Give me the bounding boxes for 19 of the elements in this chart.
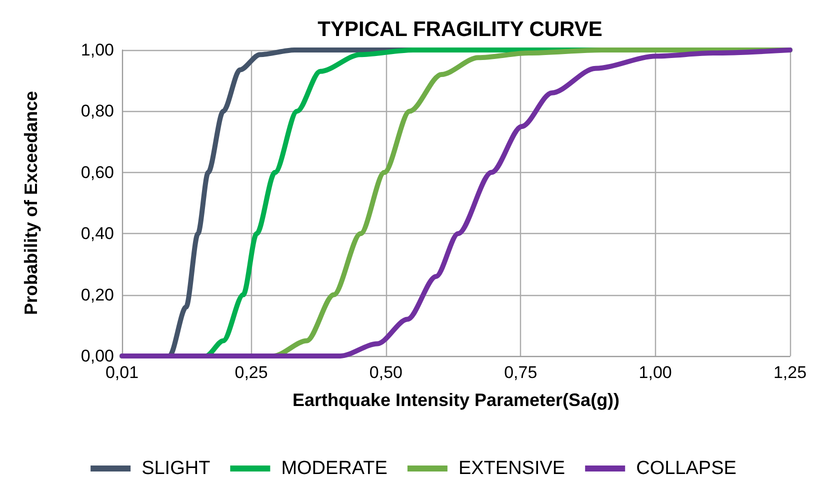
x-axis-title: Earthquake Intensity Parameter(Sa(g)) [292,390,620,410]
y-tick-label: 0,00 [80,346,114,366]
x-tick-label: 0,01 [105,363,139,382]
chart-title: TYPICAL FRAGILITY CURVE [318,18,602,41]
x-tick-label: 0,50 [369,363,403,382]
x-tick-label: 1,25 [773,363,807,382]
x-tick-label: 0,75 [504,363,538,382]
legend-label: EXTENSIVE [458,458,566,479]
y-tick-label: 0,80 [80,102,114,121]
x-tick-label: 0,25 [234,363,268,382]
y-tick-label: 1,00 [80,40,114,60]
x-tick-label: 1,00 [638,363,672,382]
y-tick-label: 0,20 [80,285,114,304]
legend-label: SLIGHT [142,458,211,479]
legend-label: COLLAPSE [636,458,736,479]
y-axis-title: Probability of Exceedance [21,90,41,316]
legend-label: MODERATE [281,458,388,479]
y-tick-label: 0,60 [80,162,114,182]
y-tick-label: 0,40 [80,224,114,244]
